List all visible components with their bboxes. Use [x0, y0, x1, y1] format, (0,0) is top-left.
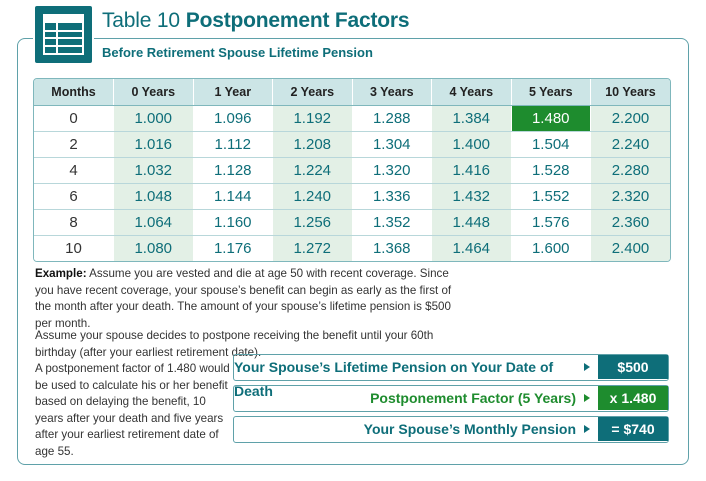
factor-cell: 1.552 [511, 183, 591, 210]
example-label: Example: [35, 267, 87, 280]
month-cell: 8 [34, 209, 114, 236]
factor-cell: 1.384 [431, 105, 512, 132]
calc-label: Postponement Factor (5 Years) [370, 390, 576, 406]
column-header: Months [34, 79, 114, 106]
factor-cell: 1.192 [272, 105, 353, 132]
calc-label: Your Spouse’s Monthly Pension [363, 421, 576, 437]
assume-text: A postponement factor of [35, 362, 168, 375]
factor-cell: 1.096 [193, 105, 273, 132]
factor-cell: 2.200 [590, 105, 670, 132]
factor-cell: 1.224 [272, 157, 353, 184]
factor-cell: 1.600 [511, 235, 591, 261]
table-row: 2 1.016 1.112 1.208 1.304 1.400 1.504 2.240 [34, 131, 670, 158]
table-row: 8 1.064 1.160 1.256 1.352 1.448 1.576 2.360 [34, 209, 670, 236]
calc-row: Your Spouse’s Monthly Pension = $740 [233, 416, 669, 443]
column-header: 5 Years [511, 79, 591, 106]
table-title: Postponement Factors [185, 9, 410, 32]
factor-cell: 2.320 [590, 183, 670, 210]
factor-cell: 1.016 [113, 131, 194, 158]
assume-factor: 1.480 [167, 362, 197, 375]
example-paragraph: Example: Assume you are vested and die a… [35, 266, 455, 332]
assume-paragraph: A postponement factor of 1.480 would be … [35, 361, 235, 460]
month-cell: 10 [34, 235, 114, 261]
arrow-right-icon [584, 394, 590, 402]
factor-cell: 1.352 [352, 209, 432, 236]
calculation-box: Your Spouse’s Lifetime Pension on Your D… [233, 354, 669, 443]
table-icon [35, 6, 92, 63]
assume-line: Assume your spouse decides to postpone r… [35, 329, 434, 359]
column-header: 1 Year [193, 79, 273, 106]
assume-text-end: would be used to calculate his or her be… [35, 362, 230, 458]
calc-value: = $740 [598, 417, 668, 441]
factor-cell: 1.272 [272, 235, 353, 261]
factor-cell: 1.080 [113, 235, 194, 261]
factor-cell: 1.400 [431, 131, 512, 158]
arrow-right-icon [584, 363, 590, 371]
table-row: 0 1.000 1.096 1.192 1.288 1.384 1.480 2.200 [34, 105, 670, 132]
factor-cell: 1.208 [272, 131, 353, 158]
month-cell: 2 [34, 131, 114, 158]
factor-cell: 1.448 [431, 209, 512, 236]
postponement-table: Months 0 Years 1 Year 2 Years 3 Years 4 … [33, 78, 671, 262]
factor-cell: 2.360 [590, 209, 670, 236]
factor-cell: 1.576 [511, 209, 591, 236]
column-header: 10 Years [590, 79, 670, 106]
factor-cell: 1.504 [511, 131, 591, 158]
factor-cell: 1.112 [193, 131, 273, 158]
example-text: Assume you are vested and die at age 50 … [35, 267, 452, 330]
table-header-row: Months 0 Years 1 Year 2 Years 3 Years 4 … [34, 79, 670, 106]
factor-cell: 1.064 [113, 209, 194, 236]
factor-cell: 1.256 [272, 209, 353, 236]
page-title: Table 10 Postponement Factors [102, 9, 410, 33]
column-header: 0 Years [113, 79, 194, 106]
calc-value: x 1.480 [598, 386, 668, 410]
factor-cell: 1.304 [352, 131, 432, 158]
calc-row: Your Spouse’s Lifetime Pension on Your D… [233, 354, 669, 399]
table-row: 4 1.032 1.128 1.224 1.320 1.416 1.528 2.280 [34, 157, 670, 184]
factor-cell: 1.176 [193, 235, 273, 261]
month-cell: 6 [34, 183, 114, 210]
arrow-right-icon [584, 425, 590, 433]
column-header: 2 Years [272, 79, 353, 106]
factor-cell: 2.240 [590, 131, 670, 158]
calc-label: Your Spouse’s Lifetime Pension on Your D… [234, 359, 554, 399]
factor-cell: 1.528 [511, 157, 591, 184]
factor-cell: 1.128 [193, 157, 273, 184]
month-cell: 4 [34, 157, 114, 184]
factor-cell: 1.336 [352, 183, 432, 210]
factor-cell: 1.160 [193, 209, 273, 236]
factor-cell: 1.480 [511, 105, 591, 132]
factor-cell: 1.240 [272, 183, 353, 210]
factor-cell: 1.288 [352, 105, 432, 132]
factor-cell: 1.032 [113, 157, 194, 184]
table-row: 6 1.048 1.144 1.240 1.336 1.432 1.552 2.320 [34, 183, 670, 210]
month-cell: 0 [34, 105, 114, 132]
column-header: 4 Years [431, 79, 512, 106]
factor-cell: 1.048 [113, 183, 194, 210]
table-number: Table 10 [102, 9, 180, 32]
calc-value: $500 [598, 355, 668, 379]
factor-cell: 2.400 [590, 235, 670, 261]
factor-cell: 2.280 [590, 157, 670, 184]
factor-cell: 1.416 [431, 157, 512, 184]
factor-cell: 1.432 [431, 183, 512, 210]
column-header: 3 Years [352, 79, 432, 106]
table-subtitle: Before Retirement Spouse Lifetime Pensio… [102, 45, 373, 60]
factor-cell: 1.464 [431, 235, 512, 261]
factor-cell: 1.144 [193, 183, 273, 210]
factor-cell: 1.320 [352, 157, 432, 184]
table-row: 10 1.080 1.176 1.272 1.368 1.464 1.600 2.400 [34, 235, 670, 261]
factor-cell: 1.000 [113, 105, 194, 132]
calc-row: Postponement Factor (5 Years) x 1.480 [233, 385, 669, 412]
factor-cell: 1.368 [352, 235, 432, 261]
